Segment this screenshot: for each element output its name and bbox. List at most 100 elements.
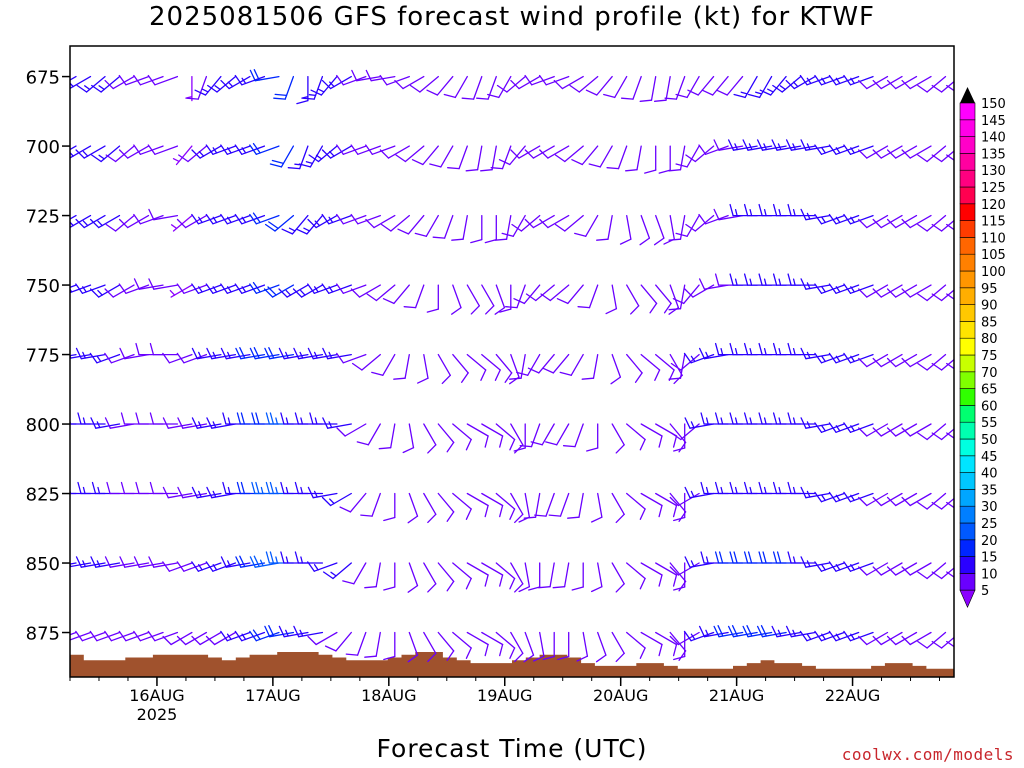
- wind-barb-feather: [518, 586, 531, 593]
- wind-barb-staff: [495, 423, 516, 441]
- wind-barb-feather: [135, 342, 140, 356]
- wind-barb: [733, 75, 758, 99]
- wind-barb-feather: [499, 435, 504, 448]
- wind-barb-feather: [133, 630, 142, 642]
- wind-barb-feather: [787, 273, 792, 286]
- colorbar-label: 20: [981, 534, 998, 549]
- wind-barb-feather: [639, 99, 653, 102]
- wind-barb-feather: [379, 149, 390, 159]
- wind-barb-feather: [605, 308, 618, 315]
- wind-barb: [365, 214, 396, 229]
- wind-barb-half-feather: [313, 351, 318, 359]
- wind-barb: [371, 353, 396, 376]
- wind-barb: [480, 145, 497, 172]
- wind-barb-staff: [390, 423, 396, 449]
- wind-barb-feather: [294, 412, 300, 425]
- wind-barb: [917, 214, 947, 232]
- wind-barb-staff: [909, 145, 932, 159]
- wind-barb: [684, 417, 715, 429]
- wind-barb-feather: [917, 293, 928, 302]
- wind-barb-feather: [644, 169, 657, 174]
- wind-barb: [590, 562, 603, 593]
- wind-barb-feather: [356, 441, 369, 446]
- wind-barb-staff: [866, 284, 889, 298]
- wind-barb: [437, 353, 451, 385]
- wind-barb-feather: [162, 352, 171, 364]
- wind-barb-feather: [461, 97, 475, 100]
- wind-barb-half-feather: [285, 629, 289, 637]
- wind-barb: [787, 203, 816, 217]
- wind-barb-half-feather: [755, 91, 763, 95]
- wind-barb-staff: [866, 214, 889, 229]
- wind-barb-staff: [472, 75, 483, 100]
- wind-barb-feather: [800, 139, 807, 151]
- wind-barb-staff: [495, 353, 513, 374]
- wind-barb: [234, 74, 266, 86]
- x-tick-label: 22AUG: [825, 686, 880, 705]
- wind-barb-half-feather: [198, 421, 202, 429]
- wind-barb: [528, 562, 541, 591]
- y-tick-label: 800: [26, 415, 60, 436]
- wind-barb-feather: [742, 625, 749, 638]
- wind-barb-staff: [880, 423, 903, 437]
- wind-barb-half-feather: [734, 278, 738, 286]
- wind-barb: [302, 75, 324, 100]
- wind-barb-half-feather: [172, 158, 180, 163]
- wind-barb: [249, 347, 280, 360]
- wind-barb-half-feather: [300, 486, 304, 495]
- wind-barb: [191, 347, 222, 360]
- wind-barb-feather: [552, 586, 566, 589]
- wind-barb-feather: [800, 417, 807, 429]
- wind-barb-feather: [484, 504, 489, 518]
- wind-barb: [278, 347, 309, 360]
- wind-barb-half-feather: [82, 560, 86, 568]
- wind-barb-feather: [946, 571, 954, 578]
- credit-link[interactable]: coolwx.com/models: [841, 745, 1014, 764]
- wind-barb-staff: [683, 284, 700, 305]
- wind-barb-feather: [336, 144, 344, 155]
- wind-barb-staff: [971, 77, 989, 92]
- colorbar-label: 140: [981, 131, 1006, 146]
- wind-barb-feather: [321, 283, 330, 294]
- wind-barb-staff: [481, 284, 495, 307]
- wind-barb-staff: [402, 75, 425, 90]
- wind-barb-staff: [109, 562, 135, 568]
- wind-barb-feather: [480, 369, 487, 381]
- wind-barb-staff: [342, 353, 367, 364]
- wind-barb-half-feather: [329, 150, 335, 157]
- wind-barb: [90, 417, 121, 429]
- wind-barb-feather: [548, 514, 562, 517]
- colorbar-segment: [959, 371, 976, 389]
- wind-barb: [655, 492, 678, 518]
- wind-barb-feather: [698, 347, 706, 360]
- wind-barb-feather: [772, 342, 778, 356]
- wind-barb-staff: [549, 284, 570, 302]
- wind-barb: [281, 214, 309, 235]
- wind-barb: [76, 75, 106, 93]
- colorbar-label: 145: [981, 114, 1006, 129]
- wind-barb-feather: [675, 93, 688, 99]
- wind-barb-feather: [509, 377, 522, 380]
- wind-barb: [640, 423, 663, 448]
- wind-barb-staff: [154, 75, 179, 86]
- colorbar-segment: [959, 405, 976, 423]
- wind-barb-staff: [909, 284, 932, 298]
- wind-barb-feather: [685, 154, 696, 163]
- wind-barb: [264, 625, 295, 638]
- wind-barb-feather: [191, 213, 200, 225]
- wind-barb-feather: [105, 223, 117, 232]
- wind-barb: [484, 214, 497, 244]
- wind-barb-feather: [234, 213, 243, 225]
- wind-barb-staff: [564, 145, 584, 163]
- colorbar-label: 115: [981, 215, 1006, 230]
- wind-barb-half-feather: [212, 147, 218, 154]
- wind-barb: [785, 139, 816, 151]
- wind-barb-staff: [353, 562, 367, 585]
- wind-barb: [310, 75, 338, 96]
- wind-barb-feather: [843, 561, 852, 572]
- wind-barb: [675, 145, 700, 168]
- wind-barb: [590, 492, 603, 523]
- wind-barb: [611, 423, 625, 454]
- wind-barb-feather: [615, 444, 625, 454]
- wind-barb-staff: [596, 75, 613, 96]
